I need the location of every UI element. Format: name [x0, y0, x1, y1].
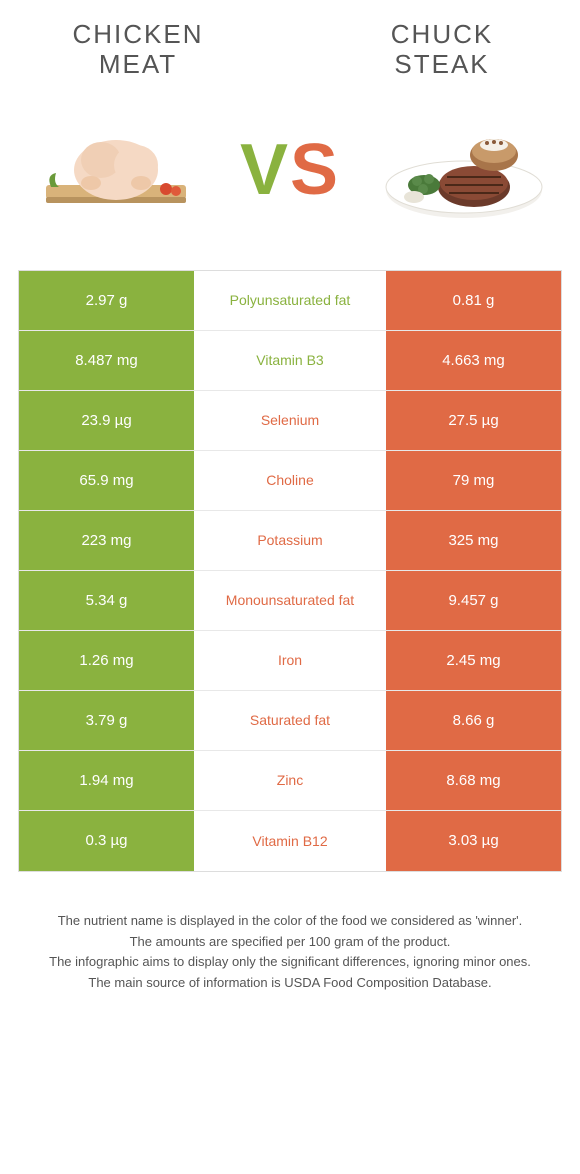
header: CHICKENMEAT CHUCKSTEAK: [18, 20, 562, 80]
left-value: 0.3 µg: [19, 811, 194, 871]
footer-notes: The nutrient name is displayed in the co…: [18, 912, 562, 993]
footer-line: The main source of information is USDA F…: [28, 974, 552, 993]
nutrient-label: Zinc: [194, 751, 386, 810]
table-row: 223 mgPotassium325 mg: [19, 511, 561, 571]
right-value: 325 mg: [386, 511, 561, 570]
nutrient-label: Choline: [194, 451, 386, 510]
nutrient-label: Vitamin B3: [194, 331, 386, 390]
nutrient-label: Iron: [194, 631, 386, 690]
footer-line: The amounts are specified per 100 gram o…: [28, 933, 552, 952]
table-row: 23.9 µgSelenium27.5 µg: [19, 391, 561, 451]
table-row: 1.94 mgZinc8.68 mg: [19, 751, 561, 811]
footer-line: The infographic aims to display only the…: [28, 953, 552, 972]
steak-image: [377, 110, 552, 230]
vs-label: VS: [240, 129, 340, 211]
left-value: 3.79 g: [19, 691, 194, 750]
table-row: 3.79 gSaturated fat8.66 g: [19, 691, 561, 751]
left-value: 5.34 g: [19, 571, 194, 630]
right-food-title: CHUCKSTEAK: [352, 20, 532, 80]
left-value: 65.9 mg: [19, 451, 194, 510]
table-row: 2.97 gPolyunsaturated fat0.81 g: [19, 271, 561, 331]
left-value: 8.487 mg: [19, 331, 194, 390]
right-value: 0.81 g: [386, 271, 561, 330]
nutrient-label: Polyunsaturated fat: [194, 271, 386, 330]
table-row: 0.3 µgVitamin B123.03 µg: [19, 811, 561, 871]
left-value: 23.9 µg: [19, 391, 194, 450]
left-value: 1.26 mg: [19, 631, 194, 690]
footer-line: The nutrient name is displayed in the co…: [28, 912, 552, 931]
right-value: 9.457 g: [386, 571, 561, 630]
nutrient-table: 2.97 gPolyunsaturated fat0.81 g8.487 mgV…: [18, 270, 562, 872]
table-row: 8.487 mgVitamin B34.663 mg: [19, 331, 561, 391]
right-value: 4.663 mg: [386, 331, 561, 390]
nutrient-label: Potassium: [194, 511, 386, 570]
nutrient-label: Selenium: [194, 391, 386, 450]
left-value: 1.94 mg: [19, 751, 194, 810]
images-row: VS: [18, 110, 562, 230]
left-value: 2.97 g: [19, 271, 194, 330]
table-row: 65.9 mgCholine79 mg: [19, 451, 561, 511]
nutrient-label: Vitamin B12: [194, 811, 386, 871]
right-value: 27.5 µg: [386, 391, 561, 450]
table-row: 1.26 mgIron2.45 mg: [19, 631, 561, 691]
right-value: 2.45 mg: [386, 631, 561, 690]
nutrient-label: Monounsaturated fat: [194, 571, 386, 630]
nutrient-label: Saturated fat: [194, 691, 386, 750]
chicken-image: [28, 110, 203, 230]
right-value: 8.68 mg: [386, 751, 561, 810]
right-value: 79 mg: [386, 451, 561, 510]
left-food-title: CHICKENMEAT: [48, 20, 228, 80]
left-value: 223 mg: [19, 511, 194, 570]
right-value: 3.03 µg: [386, 811, 561, 871]
table-row: 5.34 gMonounsaturated fat9.457 g: [19, 571, 561, 631]
right-value: 8.66 g: [386, 691, 561, 750]
